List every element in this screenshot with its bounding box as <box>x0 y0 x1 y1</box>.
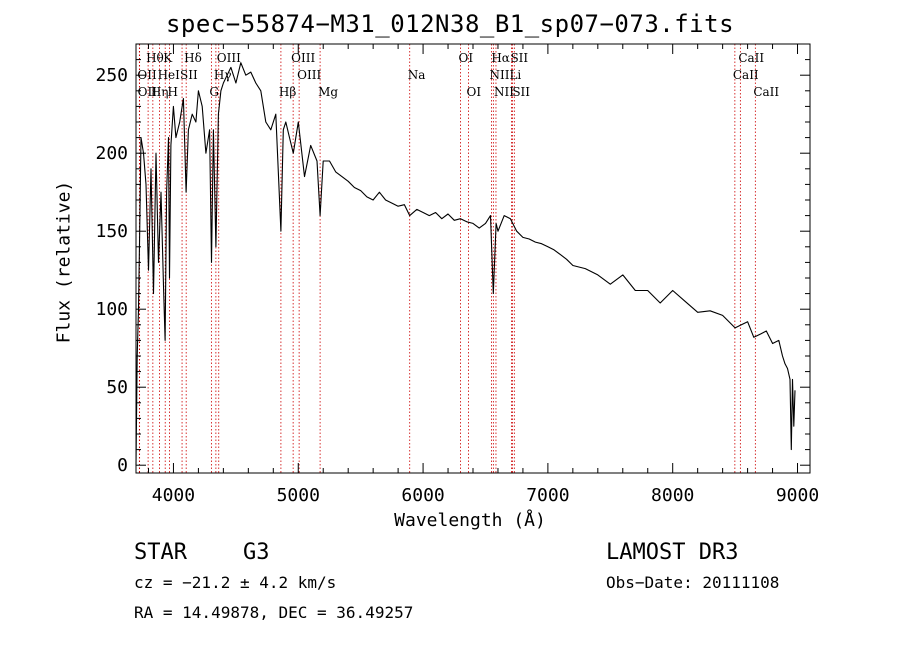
y-tick-label: 100 <box>95 299 128 320</box>
spectral-line-label: CaII <box>753 85 779 99</box>
spectral-line-label: OI <box>467 85 482 99</box>
spectral-line-label: Hδ <box>184 51 202 65</box>
spectral-line-label: Mg <box>318 85 338 99</box>
axis-ticks-layer: 4000 5000 6000 7000 8000 9000 0 50 100 150 200 250 <box>95 44 819 506</box>
y-axis-label: Flux (relative) <box>53 180 75 344</box>
plot-frame <box>135 43 811 474</box>
x-tick-label: 9000 <box>776 485 819 506</box>
redshift-cz: cz = −21.2 ± 4.2 km/s <box>134 573 337 592</box>
spectral-line-label: NII <box>489 68 509 82</box>
spectral-line-label: G <box>209 85 219 99</box>
spectral-line-label: NII <box>494 85 514 99</box>
spectral-line-label: SII <box>510 51 528 65</box>
spectral-line-label: SII <box>180 68 198 82</box>
spectral-line-label: K <box>163 51 173 65</box>
spectral-line-label: Hβ <box>279 85 296 99</box>
spectral-line-label: Hγ <box>214 68 232 82</box>
spectral-line-label: CaII <box>733 68 759 82</box>
spectral-line-label: OII <box>138 85 158 99</box>
y-tick-label: 50 <box>106 377 128 398</box>
y-tick-label: 0 <box>117 455 128 476</box>
y-tick-label: 150 <box>95 221 128 242</box>
spectral-line-label: Hθ <box>146 51 164 65</box>
spectral-line-label: OIII <box>291 51 315 65</box>
x-tick-label: 7000 <box>526 485 569 506</box>
x-tick-label: 5000 <box>277 485 320 506</box>
marker-lines-layer <box>138 44 756 473</box>
object-class: STAR <box>134 540 187 565</box>
chart-title: spec−55874−M31_012N38_B1_sp07−073.fits <box>165 10 735 38</box>
x-tick-label: 4000 <box>152 485 195 506</box>
spectral-line-label: OIII <box>297 68 321 82</box>
spectrum-series-line <box>135 62 796 466</box>
spectral-line-label: OIII <box>217 51 241 65</box>
spectral-line-label: OI <box>459 51 474 65</box>
spectral-line-label: HeI <box>158 68 181 82</box>
ra-dec-coordinates: RA = 14.49878, DEC = 36.49257 <box>134 603 414 622</box>
x-axis-label: Wavelength (Å) <box>394 510 546 531</box>
x-tick-label: 6000 <box>401 485 444 506</box>
survey-name: LAMOST DR3 <box>606 540 739 565</box>
series-layer <box>135 62 796 466</box>
y-tick-label: 200 <box>95 143 128 164</box>
x-tick-label: 8000 <box>651 485 694 506</box>
spectral-line-label: SII <box>512 85 530 99</box>
spectral-line-label: H <box>167 85 177 99</box>
object-subclass: G3 <box>243 540 270 565</box>
spectral-line-label: CaII <box>738 51 764 65</box>
spectral-line-label: OII <box>137 68 157 82</box>
spectral-line-label: Hη <box>151 85 169 99</box>
y-tick-label: 250 <box>95 65 128 86</box>
spectral-line-label: Na <box>408 68 426 82</box>
observation-date: Obs−Date: 20111108 <box>606 573 780 592</box>
spectral-line-label: Hα <box>491 51 510 65</box>
spectral-line-label: Li <box>509 68 521 82</box>
